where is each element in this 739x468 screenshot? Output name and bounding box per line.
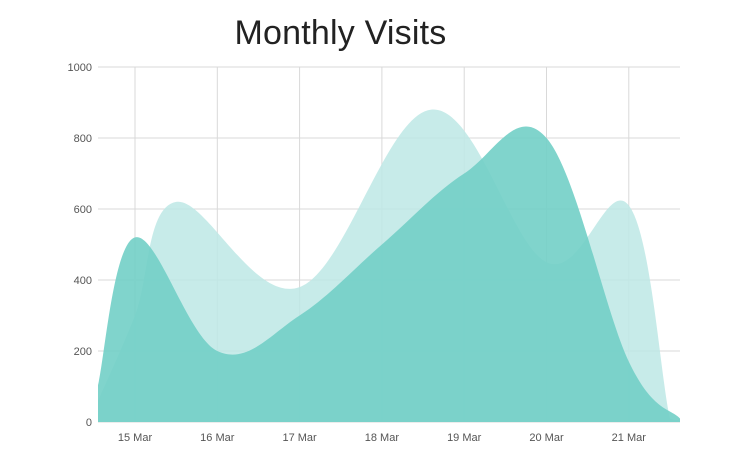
y-tick-label: 600: [74, 204, 92, 216]
area-layer: [98, 109, 680, 422]
y-tick-label: 0: [86, 417, 92, 429]
x-tick-label: 20 Mar: [529, 432, 564, 444]
series-front-area: [98, 126, 680, 422]
axis-layer: 0 200 400 600 800 1000 15 Mar 16 Mar 17 Mar 18 Ma…: [68, 62, 647, 444]
x-tick-label: 16 Mar: [200, 432, 235, 444]
x-tick-label: 21 Mar: [612, 432, 647, 444]
y-tick-label: 400: [74, 275, 92, 287]
chart-title: Monthly Visits: [234, 14, 447, 52]
x-tick-label: 17 Mar: [282, 432, 317, 444]
x-tick-label: 18 Mar: [365, 432, 400, 444]
x-tick-label: 19 Mar: [447, 432, 482, 444]
x-tick-label: 15 Mar: [118, 432, 153, 444]
y-tick-label: 1000: [68, 62, 92, 74]
y-tick-label: 200: [74, 346, 92, 358]
y-tick-label: 800: [74, 133, 92, 145]
